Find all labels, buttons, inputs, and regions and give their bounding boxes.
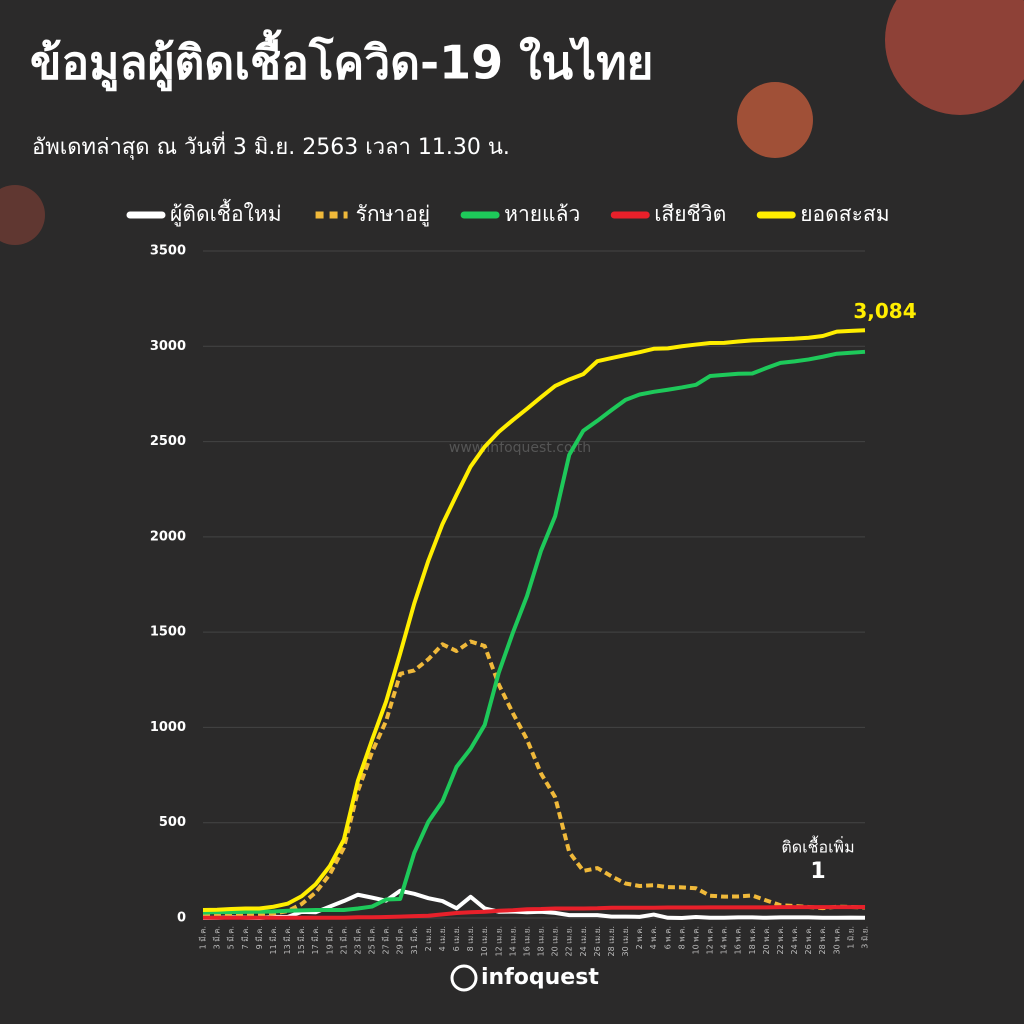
annotation: 1 — [810, 859, 825, 884]
y-tick-label: 2500 — [150, 434, 186, 449]
series-line — [202, 328, 866, 912]
legend-label: ผู้ติดเชื้อใหม่ — [170, 199, 282, 227]
x-tick-label: 22 พ.ค. — [776, 926, 785, 954]
x-tick-label: 1 มิ.ย. — [846, 926, 855, 949]
x-tick-label: 6 พ.ค. — [663, 926, 672, 949]
x-tick-label: 21 มี.ค. — [339, 926, 348, 954]
x-tick-label: 23 มี.ค. — [353, 926, 362, 954]
y-tick-label: 1000 — [150, 720, 186, 735]
legend-label: หายแล้ว — [504, 202, 580, 226]
x-tick-label: 28 เม.ย. — [607, 926, 616, 957]
annotation: ติดเชื้อเพิ่ม — [781, 836, 854, 857]
x-tick-label: 12 พ.ค. — [706, 926, 715, 954]
x-tick-label: 26 พ.ค. — [804, 926, 813, 954]
y-tick-label: 3500 — [150, 244, 186, 259]
x-tick-label: 10 พ.ค. — [691, 926, 700, 954]
legend-label: รักษาอยู่ — [356, 202, 431, 227]
x-tick-label: 12 เม.ย. — [494, 926, 503, 957]
x-tick-label: 27 มี.ค. — [382, 926, 391, 954]
x-tick-label: 25 มี.ค. — [368, 926, 377, 954]
series-line — [202, 349, 866, 915]
x-tick-label: 30 เม.ย. — [621, 926, 630, 957]
x-tick-label: 13 มี.ค. — [283, 926, 292, 954]
x-tick-label: 18 พ.ค. — [748, 926, 757, 954]
y-tick-label: 1500 — [150, 625, 186, 640]
x-tick-label: 11 มี.ค. — [269, 926, 278, 954]
x-tick-label: 4 เม.ย. — [438, 926, 447, 951]
series-line — [203, 904, 866, 920]
x-tick-label: 22 เม.ย. — [565, 926, 574, 957]
x-tick-label: 3 มี.ค. — [213, 926, 222, 949]
virus-decoration — [0, 0, 1024, 245]
x-tick-label: 14 เม.ย. — [508, 926, 517, 957]
watermark: www.infoquest.co.th — [449, 440, 591, 456]
x-tick-label: 29 มี.ค. — [396, 926, 405, 954]
x-tick-label: 15 มี.ค. — [297, 926, 306, 954]
x-tick-label: 9 มี.ค. — [255, 926, 264, 949]
x-tick-label: 28 พ.ค. — [818, 926, 827, 954]
logo: infoquest — [481, 965, 599, 990]
x-tick-label: 7 มี.ค. — [241, 926, 250, 949]
x-tick-label: 31 มี.ค. — [410, 926, 419, 954]
x-tick-label: 8 เม.ย. — [466, 926, 475, 951]
y-tick-label: 500 — [159, 815, 186, 830]
x-tick-label: 8 พ.ค. — [677, 926, 686, 949]
legend-label: ยอดสะสม — [800, 202, 889, 226]
x-tick-label: 14 พ.ค. — [720, 926, 729, 954]
x-tick-label: 2 พ.ค. — [635, 926, 644, 949]
logo-icon — [450, 964, 478, 992]
x-tick-label: 6 เม.ย. — [452, 926, 461, 951]
x-tick-label: 16 เม.ย. — [522, 926, 531, 957]
x-tick-label: 1 มี.ค. — [199, 926, 208, 949]
x-tick-label: 5 มี.ค. — [227, 926, 236, 949]
x-tick-label: 10 เม.ย. — [480, 926, 489, 957]
x-tick-label: 16 พ.ค. — [734, 926, 743, 954]
series-line — [202, 888, 866, 920]
x-tick-label: 4 พ.ค. — [649, 926, 658, 949]
x-tick-label: 26 เม.ย. — [593, 926, 602, 957]
x-tick-label: 24 เม.ย. — [579, 926, 588, 957]
x-tick-label: 18 เม.ย. — [537, 926, 546, 957]
x-tick-label: 2 เม.ย. — [424, 926, 433, 951]
x-tick-label: 17 มี.ค. — [311, 926, 320, 954]
chart-title: ข้อมูลผู้ติดเชื้อโควิด-19 ในไทย — [30, 29, 653, 92]
x-tick-label: 20 เม.ย. — [551, 926, 560, 957]
x-tick-label: 3 มิ.ย. — [861, 926, 870, 949]
x-tick-label: 20 พ.ค. — [762, 926, 771, 954]
subtitle: อัพเดทล่าสุด ณ วันที่ 3 มิ.ย. 2563 เวลา … — [32, 131, 510, 160]
y-tick-label: 0 — [177, 911, 186, 926]
legend-label: เสียชีวิต — [654, 202, 726, 226]
x-tick-label: 19 มี.ค. — [325, 926, 334, 954]
x-tick-label: 24 พ.ค. — [790, 926, 799, 954]
y-tick-label: 3000 — [150, 339, 186, 354]
x-tick-label: 30 พ.ค. — [832, 926, 841, 954]
series-line — [202, 639, 866, 918]
y-tick-label: 2000 — [150, 529, 186, 544]
data-label: 3,084 — [853, 299, 916, 323]
